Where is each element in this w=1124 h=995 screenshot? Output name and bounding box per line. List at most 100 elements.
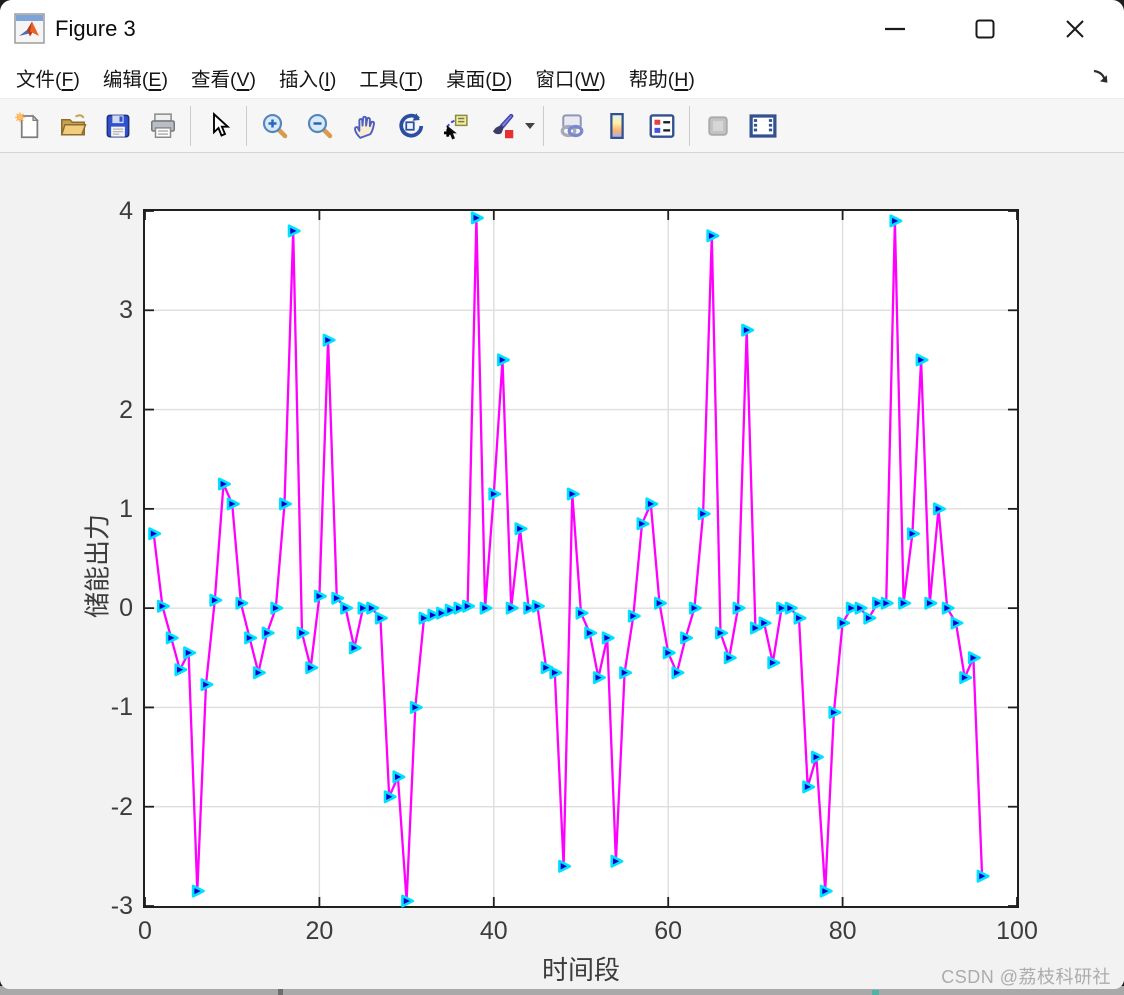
data-point-marker	[383, 790, 397, 804]
data-point-marker	[592, 671, 606, 685]
y-tick-label: 3	[119, 296, 133, 325]
axes-plot-area[interactable]	[143, 209, 1019, 908]
link-plot-icon[interactable]	[549, 105, 594, 147]
menu-item-help[interactable]: 帮助(H)	[628, 69, 695, 91]
x-tick-label: 100	[996, 917, 1038, 945]
data-point-marker	[898, 596, 912, 610]
data-point-marker	[828, 705, 842, 719]
insert-colorbar-icon[interactable]	[594, 105, 639, 147]
pan-hand-icon[interactable]	[342, 105, 387, 147]
data-point-marker	[287, 224, 301, 238]
data-point-marker	[845, 601, 859, 615]
data-cursor-icon[interactable]	[432, 105, 477, 147]
data-point-marker	[819, 884, 833, 898]
close-icon[interactable]	[1030, 0, 1120, 57]
toolbar-separator	[190, 105, 191, 146]
data-point-marker	[793, 611, 807, 625]
data-point-marker	[575, 606, 589, 620]
data-point-marker	[200, 678, 214, 692]
data-point-marker	[148, 527, 162, 541]
brush-dropdown-caret-icon[interactable]	[522, 105, 538, 147]
data-point-marker	[165, 631, 179, 645]
data-point-marker	[863, 611, 877, 625]
data-point-marker	[174, 663, 188, 677]
data-point-marker	[270, 601, 284, 615]
print-figure-icon[interactable]	[140, 105, 185, 147]
matlab-figure-icon	[14, 13, 45, 44]
new-figure-icon[interactable]	[5, 105, 50, 147]
x-axis-label: 时间段	[541, 955, 620, 985]
data-point-marker	[340, 601, 354, 615]
figure-toolbar	[0, 99, 1124, 153]
data-point-marker	[331, 591, 345, 605]
data-point-marker	[584, 626, 598, 640]
toolbar-separator	[246, 105, 247, 146]
x-tick-label: 80	[828, 917, 857, 945]
data-point-marker	[348, 641, 362, 655]
y-tick-label: -2	[110, 792, 133, 821]
menu-bar: 文件(F) 编辑(E) 查看(V) 插入(I) 工具(T) 桌面(D) 窗口(W) 帮助(H)	[0, 57, 1124, 99]
data-point-marker	[523, 601, 537, 615]
edit-plot-pointer-icon[interactable]	[196, 105, 241, 147]
data-point-marker	[723, 651, 737, 665]
data-point-marker	[784, 601, 798, 615]
y-tick-label: 1	[119, 494, 133, 523]
menu-item-insert[interactable]: 插入(I)	[278, 69, 337, 91]
data-point-marker	[514, 522, 528, 536]
data-point-marker	[810, 750, 824, 764]
y-tick-label: 0	[119, 594, 133, 623]
plot-tools-off-icon[interactable]	[695, 105, 740, 147]
data-point-marker	[872, 596, 885, 610]
dock-arrow-icon[interactable]	[1091, 68, 1111, 87]
data-point-marker	[156, 599, 170, 613]
menu-item-desktop[interactable]: 桌面(D)	[446, 69, 513, 91]
title-bar[interactable]: Figure 3	[0, 0, 1124, 57]
minimize-icon[interactable]	[850, 0, 940, 57]
data-point-marker	[409, 700, 423, 714]
y-tick-label: 2	[119, 395, 133, 424]
data-point-marker	[758, 616, 772, 630]
data-point-marker	[636, 517, 650, 531]
data-point-marker	[549, 666, 563, 680]
data-point-marker	[654, 596, 667, 610]
data-point-marker	[610, 854, 624, 868]
brush-data-icon[interactable]	[477, 105, 522, 147]
zoom-in-icon[interactable]	[252, 105, 297, 147]
data-point-marker	[183, 646, 197, 660]
data-point-marker	[226, 497, 240, 511]
save-figure-icon[interactable]	[95, 105, 140, 147]
watermark-text: CSDN @荔枝科研社	[941, 967, 1111, 987]
rotate-3d-icon[interactable]	[387, 105, 432, 147]
data-point-marker	[479, 601, 493, 615]
zoom-out-icon[interactable]	[297, 105, 342, 147]
data-point-marker	[313, 589, 327, 603]
data-point-marker	[688, 601, 702, 615]
y-tick-label: -3	[110, 892, 133, 920]
menu-item-edit[interactable]: 编辑(E)	[102, 69, 168, 91]
toolbar-separator	[543, 105, 544, 146]
data-point-marker	[540, 661, 554, 675]
menu-item-view[interactable]: 查看(V)	[190, 69, 256, 91]
maximize-icon[interactable]	[940, 0, 1030, 57]
open-file-icon[interactable]	[50, 105, 95, 147]
data-point-marker	[191, 884, 205, 898]
menu-item-tools[interactable]: 工具(T)	[359, 69, 424, 91]
menu-item-window[interactable]: 窗口(W)	[535, 69, 606, 91]
data-point-marker	[697, 507, 711, 521]
figure-canvas: -3 -2 -1 0 1 2 3 4 0 20 40 60 80 100 时间段 储能出力 CSDN @荔…	[0, 153, 1124, 989]
data-point-marker	[244, 631, 258, 645]
data-point-marker	[601, 631, 615, 645]
insert-legend-icon[interactable]	[639, 105, 684, 147]
series-line	[152, 216, 984, 903]
data-point-marker	[976, 869, 990, 883]
data-point-marker	[401, 894, 415, 908]
menu-item-file[interactable]: 文件(F)	[16, 69, 80, 91]
data-point-marker	[959, 671, 973, 685]
menu-items: 文件(F) 编辑(E) 查看(V) 插入(I) 工具(T) 桌面(D) 窗口(W) 帮助(H)	[8, 60, 710, 95]
data-point-marker	[470, 211, 484, 225]
data-point-marker	[837, 616, 851, 630]
x-tick-label: 40	[479, 917, 508, 945]
toolbar-separator	[689, 105, 690, 146]
y-tick-label: 4	[119, 197, 133, 225]
dock-plot-tools-icon[interactable]	[740, 105, 785, 147]
